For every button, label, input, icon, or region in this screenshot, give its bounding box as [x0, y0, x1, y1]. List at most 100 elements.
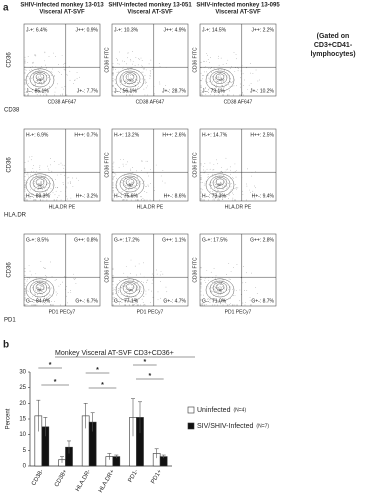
event-dot: [200, 275, 202, 277]
event-dot: [129, 78, 130, 80]
event-dot: [38, 288, 39, 289]
event-dot: [35, 288, 37, 290]
event-dot: [212, 169, 214, 171]
event-dot: [227, 304, 229, 306]
event-dot: [210, 287, 212, 289]
event-dot: [249, 189, 251, 191]
contour: [212, 177, 228, 189]
event-dot: [129, 293, 131, 295]
event-dot: [221, 291, 223, 292]
event-dot: [58, 195, 60, 197]
event-dot: [60, 173, 62, 175]
event-dot: [226, 290, 228, 291]
event-dot: [146, 282, 147, 283]
event-dot: [215, 281, 217, 283]
event-dot: [76, 78, 78, 80]
event-dot: [150, 183, 152, 184]
event-dot: [226, 304, 228, 306]
event-dot: [114, 187, 116, 189]
quadrant-label: J++: 4.9%: [163, 27, 186, 33]
event-dot: [29, 69, 31, 71]
event-dot: [136, 282, 138, 283]
event-dot: [113, 87, 115, 89]
event-dot: [141, 281, 143, 282]
event-dot: [140, 199, 142, 201]
event-dot: [127, 90, 128, 91]
event-dot: [141, 291, 142, 292]
event-dot: [230, 186, 232, 188]
event-dot: [48, 288, 50, 290]
event-dot: [117, 188, 119, 190]
event-dot: [36, 289, 38, 291]
event-dot: [127, 291, 129, 292]
event-dot: [238, 68, 239, 69]
event-dot: [127, 81, 129, 82]
event-dot: [112, 166, 114, 168]
outer-y-label: CD36: [7, 157, 13, 173]
event-dot: [130, 183, 131, 185]
event-dot: [112, 300, 114, 302]
event-dot: [209, 190, 211, 192]
event-dot: [136, 170, 137, 172]
event-dot: [42, 78, 43, 80]
event-dot: [135, 289, 137, 290]
contour: [125, 178, 135, 186]
event-dot: [43, 94, 44, 96]
event-dot: [237, 70, 239, 72]
event-dot: [221, 287, 223, 289]
event-dot: [118, 63, 120, 65]
event-dot: [204, 162, 206, 164]
event-dot: [221, 288, 222, 290]
event-dot: [240, 86, 241, 88]
event-dot: [149, 77, 151, 79]
event-dot: [142, 302, 144, 303]
event-dot: [39, 289, 41, 290]
event-dot: [31, 296, 33, 298]
event-dot: [36, 301, 38, 302]
event-dot: [204, 61, 206, 62]
contour: [212, 72, 228, 84]
event-dot: [239, 83, 241, 85]
event-dot: [115, 174, 117, 176]
event-dot: [217, 185, 219, 187]
event-dot: [34, 292, 36, 294]
event-dot: [45, 175, 46, 176]
event-dot: [226, 274, 228, 275]
event-dot: [227, 59, 229, 61]
event-dot: [212, 81, 213, 83]
event-dot: [214, 283, 215, 284]
event-dot: [217, 291, 219, 292]
event-dot: [50, 261, 51, 263]
event-dot: [214, 187, 215, 189]
event-dot: [217, 57, 219, 59]
event-dot: [214, 281, 215, 282]
quadrant-label: J-+: 14.5%: [202, 27, 227, 33]
event-dot: [224, 83, 226, 85]
event-dot: [41, 84, 43, 85]
event-dot: [213, 169, 215, 170]
event-dot: [156, 273, 158, 275]
event-dot: [41, 179, 43, 180]
event-dot: [206, 74, 207, 76]
event-dot: [112, 94, 114, 96]
event-dot: [205, 87, 207, 88]
event-dot: [213, 285, 215, 287]
event-dot: [218, 69, 220, 71]
quadrant-label: H+-: 9.4%: [252, 193, 275, 199]
event-dot: [236, 85, 237, 87]
contour: [25, 68, 55, 92]
gate-note: (Gated on: [317, 33, 350, 40]
event-dot: [216, 288, 218, 289]
event-dot: [149, 75, 151, 76]
event-dot: [217, 287, 219, 288]
event-dot: [164, 302, 165, 303]
event-dot: [228, 195, 230, 197]
event-dot: [54, 279, 56, 281]
event-dot: [47, 287, 49, 288]
event-dot: [112, 72, 114, 74]
event-dot: [124, 282, 125, 284]
event-dot: [48, 169, 50, 171]
event-dot: [125, 197, 126, 199]
event-dot: [246, 183, 247, 185]
event-dot: [66, 177, 68, 179]
